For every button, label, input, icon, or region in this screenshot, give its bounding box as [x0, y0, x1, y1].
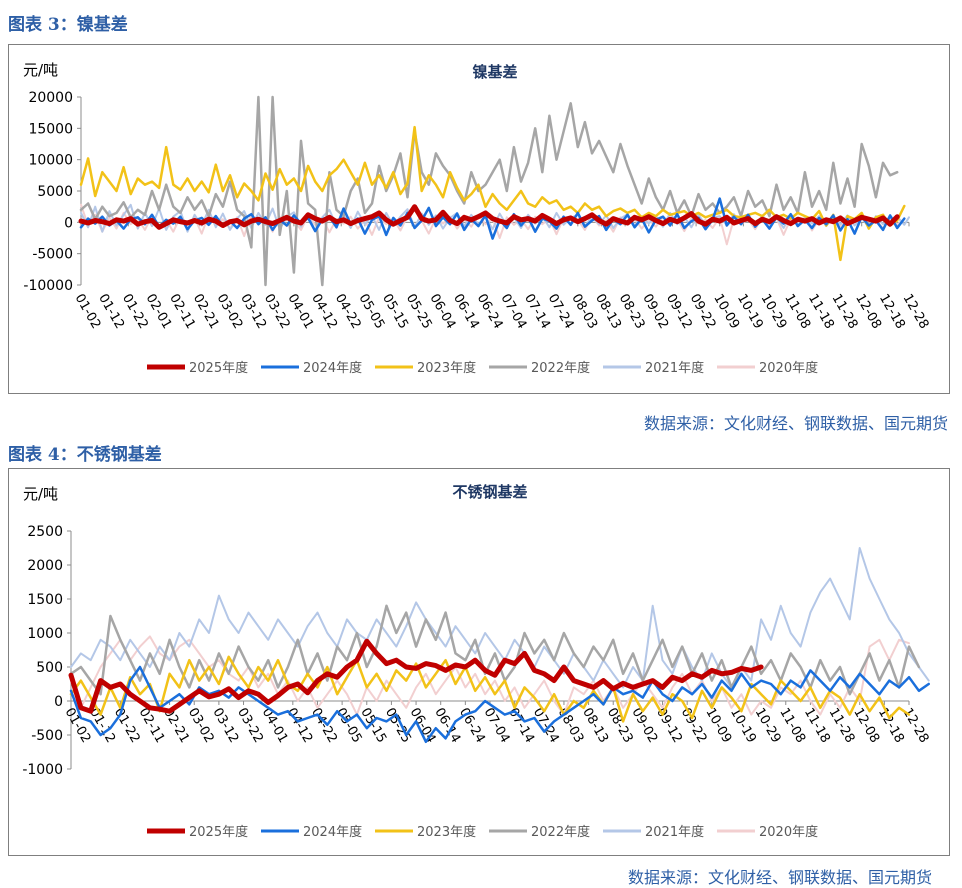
y-axis-label: 元/吨	[23, 485, 58, 503]
source-note-stainless: 数据来源：文化财经、钢联数据、国元期货	[627, 868, 932, 887]
legend-label: 2025年度	[189, 360, 248, 376]
chart-nickel-basis: 镍基差元/吨-10000-50000500010000150002000001-…	[23, 61, 931, 376]
legend-label: 2023年度	[417, 824, 476, 840]
y-tick-label: 5000	[37, 184, 73, 200]
chart-stainless-basis: 不锈钢基差元/吨-1000-5000500100015002000250001-…	[22, 483, 931, 840]
legend-label: 2025年度	[189, 824, 248, 840]
y-tick-label: 0	[54, 694, 63, 710]
y-tick-label: 1500	[27, 592, 63, 608]
chart-title: 不锈钢基差	[452, 483, 527, 501]
figure-caption-nickel: 图表 3：镍基差	[8, 15, 128, 35]
y-tick-label: -1000	[22, 762, 63, 778]
legend-label: 2021年度	[645, 824, 704, 840]
y-tick-label: 10000	[28, 153, 73, 169]
chart-panel-nickel: 镍基差 元/吨 -10000 -5000 0 5000 10000 15000 20000 01-…	[8, 44, 950, 394]
y-tick-label: 20000	[28, 90, 73, 106]
legend-label: 2023年度	[417, 360, 476, 376]
y-tick-label: 15000	[28, 121, 73, 137]
legend-label: 2022年度	[531, 824, 590, 840]
chart-panel-stainless: 不锈钢基差 元/吨 -1000 -500 0 500 1000 1500 2000 2500 01-…	[8, 468, 950, 856]
y-tick-label: -10000	[23, 278, 73, 294]
legend-label: 2021年度	[645, 360, 704, 376]
y-tick-label: -5000	[32, 247, 73, 263]
y-axis-label: 元/吨	[23, 61, 58, 79]
y-tick-label: 500	[36, 660, 63, 676]
series-line-2025年度	[68, 638, 764, 714]
series-line-2023年度	[69, 655, 911, 723]
series-line-2025年度	[78, 204, 900, 230]
legend-label: 2020年度	[759, 824, 818, 840]
legend-label: 2020年度	[759, 360, 818, 376]
series-line-2024年度	[69, 665, 930, 744]
series-line-2022年度	[79, 95, 899, 287]
y-tick-label: 2500	[27, 524, 63, 540]
chart-title: 镍基差	[472, 63, 517, 81]
y-tick-label: 2000	[27, 558, 63, 574]
y-tick-label: 1000	[27, 626, 63, 642]
series-line-2021年度	[70, 547, 930, 689]
series-line-2023年度	[79, 125, 906, 262]
legend-label: 2022年度	[531, 360, 590, 376]
figure-caption-stainless: 图表 4：不锈钢基差	[8, 445, 162, 465]
source-note-nickel: 数据来源：文化财经、钢联数据、国元期货	[643, 414, 948, 433]
legend-label: 2024年度	[303, 824, 362, 840]
series-line-2024年度	[79, 197, 906, 240]
y-tick-label: 0	[64, 215, 73, 231]
y-tick-label: -500	[31, 728, 63, 744]
legend-label: 2024年度	[303, 360, 362, 376]
